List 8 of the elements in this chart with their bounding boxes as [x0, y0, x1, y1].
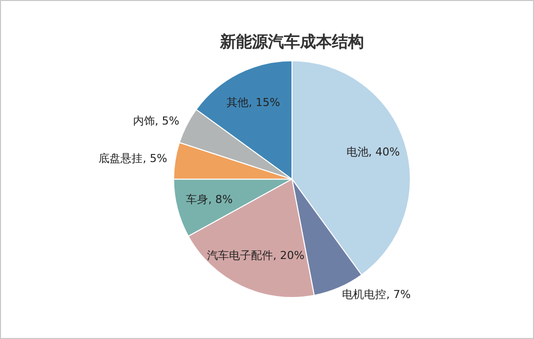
slice-label: 车身, 8%: [186, 193, 233, 206]
slice-label: 内饰, 5%: [132, 114, 180, 128]
slice-label: 电机电控, 7%: [342, 288, 411, 301]
slice-label: 底盘悬挂, 5%: [98, 152, 168, 166]
slice-label: 电池, 40%: [346, 146, 400, 159]
chart-title: 新能源汽车成本结构: [219, 32, 364, 51]
slice-label: 汽车电子配件, 20%: [206, 249, 304, 262]
slice-label: 其他, 15%: [226, 96, 280, 110]
